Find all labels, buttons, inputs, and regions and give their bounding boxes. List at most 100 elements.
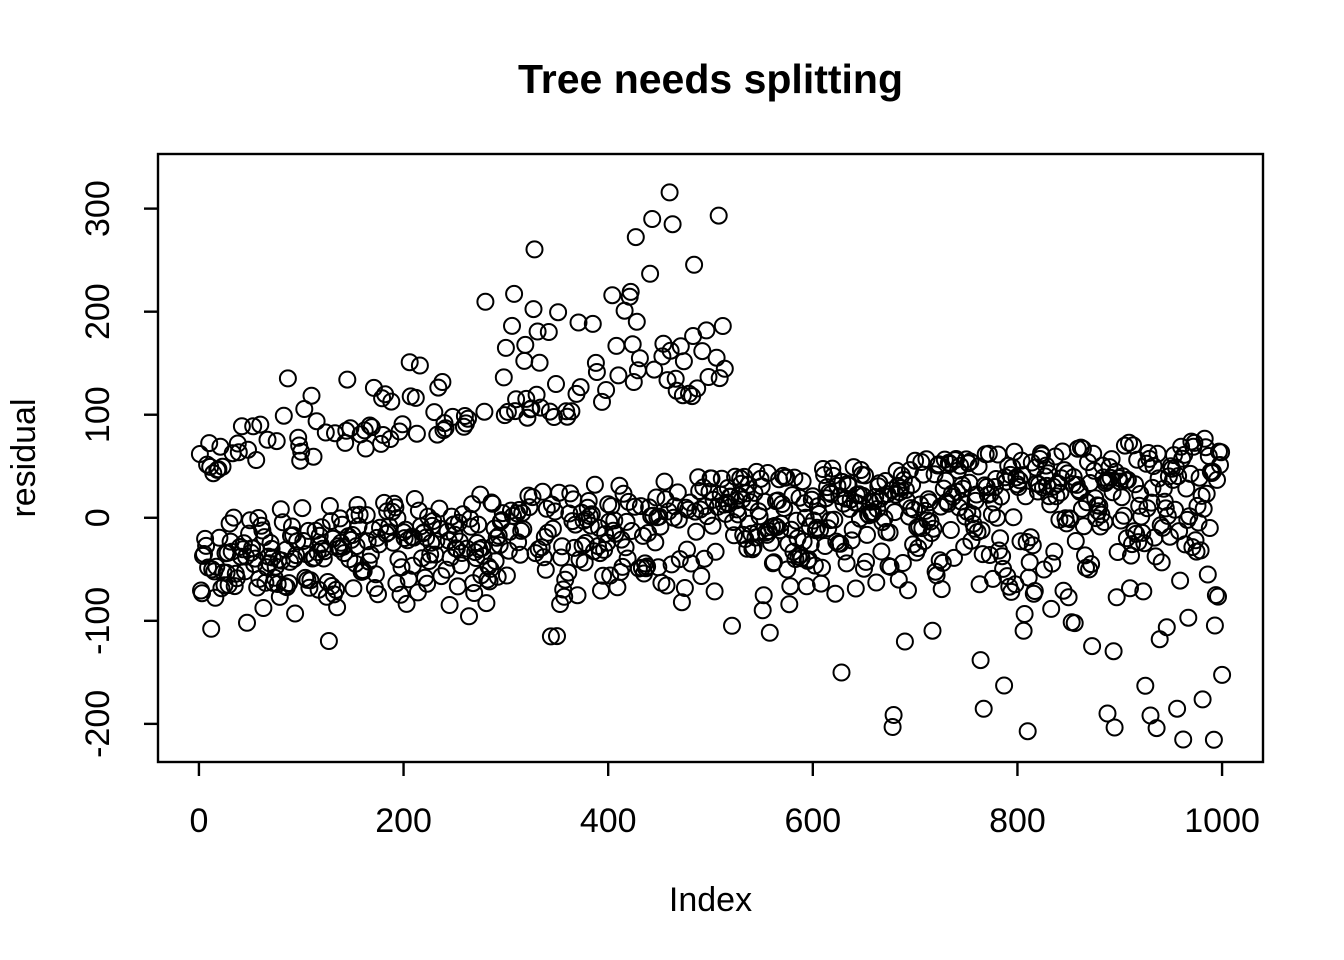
data-point xyxy=(599,495,618,514)
data-point xyxy=(1115,436,1134,455)
data-point xyxy=(775,499,794,518)
data-point xyxy=(503,316,521,335)
data-point xyxy=(384,533,403,552)
data-point xyxy=(552,548,571,567)
data-point xyxy=(1108,543,1127,561)
data-point xyxy=(1082,555,1101,574)
data-point xyxy=(988,508,1006,527)
data-point xyxy=(497,566,516,585)
data-point xyxy=(1091,517,1110,536)
data-point xyxy=(536,560,555,579)
data-point xyxy=(979,444,998,463)
data-point xyxy=(1121,579,1139,598)
data-point xyxy=(202,619,221,638)
data-point xyxy=(1052,469,1071,488)
data-point xyxy=(393,415,412,434)
data-point xyxy=(619,492,638,511)
data-point xyxy=(343,526,362,544)
data-point xyxy=(312,518,331,537)
data-point xyxy=(837,554,856,573)
data-point xyxy=(980,546,999,564)
data-point xyxy=(397,594,416,613)
data-point xyxy=(1200,519,1219,537)
data-point xyxy=(896,481,915,499)
data-point xyxy=(846,579,865,598)
data-point xyxy=(273,513,292,532)
data-point xyxy=(322,577,341,595)
data-point xyxy=(712,469,731,488)
data-point xyxy=(715,359,734,378)
data-point xyxy=(271,500,290,519)
data-point xyxy=(1147,719,1166,738)
data-point xyxy=(524,300,543,319)
data-point xyxy=(291,451,310,470)
data-point xyxy=(811,520,829,539)
data-point xyxy=(985,478,1004,496)
data-point xyxy=(1160,527,1179,546)
data-point xyxy=(494,368,513,387)
data-point xyxy=(302,386,321,405)
data-point xyxy=(713,317,732,335)
data-point xyxy=(575,553,594,572)
data-point xyxy=(505,284,524,303)
data-point xyxy=(725,526,743,545)
data-point xyxy=(693,342,712,361)
data-point xyxy=(1149,469,1168,488)
data-point xyxy=(1107,588,1126,607)
data-point xyxy=(650,507,669,526)
data-point xyxy=(605,511,624,530)
data-point xyxy=(488,567,507,586)
data-point xyxy=(1018,722,1037,741)
data-point xyxy=(299,521,318,540)
data-point xyxy=(710,369,729,388)
data-point xyxy=(855,559,873,578)
data-point xyxy=(899,581,917,600)
data-point xyxy=(373,389,392,408)
data-point xyxy=(1090,496,1109,515)
data-point xyxy=(582,505,601,524)
data-point xyxy=(668,483,687,502)
data-point xyxy=(661,341,680,360)
data-point xyxy=(244,417,263,436)
data-point xyxy=(723,616,741,635)
data-point xyxy=(515,351,534,370)
data-point xyxy=(571,378,590,397)
data-point xyxy=(247,451,266,469)
data-point xyxy=(685,255,704,274)
data-point xyxy=(1125,522,1144,541)
data-point xyxy=(555,587,574,606)
data-point xyxy=(832,663,851,682)
data-point xyxy=(496,338,515,357)
data-point xyxy=(1179,608,1198,627)
data-point xyxy=(895,632,914,651)
data-point xyxy=(609,366,628,385)
data-point xyxy=(391,585,410,604)
x-tick-label: 0 xyxy=(189,802,208,840)
data-point xyxy=(1012,451,1031,470)
data-point xyxy=(1004,508,1023,527)
data-point xyxy=(288,532,307,551)
data-point xyxy=(709,206,728,225)
data-point xyxy=(1033,446,1051,465)
data-point xyxy=(881,557,900,576)
data-point xyxy=(539,323,558,341)
data-point xyxy=(310,526,329,545)
data-point xyxy=(517,389,536,408)
data-point xyxy=(460,607,478,626)
data-point xyxy=(596,525,615,544)
data-point xyxy=(548,627,566,646)
data-point xyxy=(1197,484,1216,503)
data-point xyxy=(616,538,635,557)
data-point xyxy=(1120,433,1138,452)
data-point xyxy=(771,521,790,540)
data-point xyxy=(326,424,344,443)
data-point xyxy=(287,546,306,565)
data-point xyxy=(593,392,611,411)
data-point xyxy=(345,506,364,525)
data-point xyxy=(217,563,236,582)
data-point xyxy=(1135,534,1154,553)
data-point xyxy=(754,586,773,605)
data-point xyxy=(527,385,546,404)
data-point xyxy=(530,353,549,372)
data-point xyxy=(930,551,949,570)
